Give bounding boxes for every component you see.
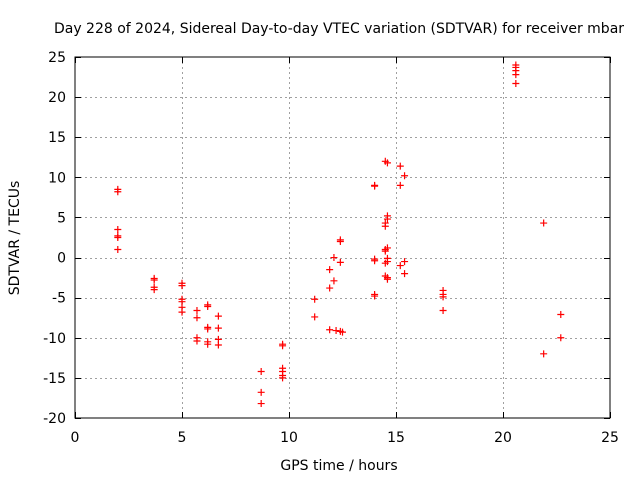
data-point — [193, 337, 201, 345]
data-point — [330, 254, 338, 262]
x-tick-label: 0 — [71, 430, 80, 446]
data-point — [330, 277, 338, 285]
y-tick-label: -5 — [52, 291, 66, 307]
y-tick-label: 5 — [57, 210, 66, 226]
data-point — [381, 247, 389, 255]
data-point — [371, 257, 379, 265]
data-point — [383, 159, 391, 167]
data-point — [557, 334, 565, 342]
data-point — [214, 312, 222, 320]
data-point — [383, 275, 391, 283]
x-tick-label: 25 — [601, 430, 619, 446]
data-point — [381, 259, 389, 267]
x-tick-label: 10 — [280, 430, 298, 446]
data-point — [279, 342, 287, 350]
y-tick-label: 10 — [48, 170, 66, 186]
data-point — [150, 286, 158, 294]
axis-ticks — [75, 57, 611, 419]
data-point — [279, 374, 287, 382]
data-point — [336, 236, 344, 244]
plot-area-frame — [74, 56, 611, 419]
data-point — [512, 79, 520, 87]
data-point — [540, 219, 548, 227]
grid — [75, 57, 610, 418]
x-tick-label: 5 — [178, 430, 187, 446]
data-point — [557, 311, 565, 319]
y-tick-label: 15 — [48, 130, 66, 146]
data-point — [178, 282, 186, 290]
data-point — [193, 314, 201, 322]
data-point — [114, 188, 122, 196]
data-point — [257, 400, 265, 408]
y-tick-label: 0 — [57, 251, 66, 267]
data-point — [114, 225, 122, 233]
y-tick-label: 20 — [48, 90, 66, 106]
data-point — [401, 258, 409, 266]
data-point — [311, 295, 319, 303]
data-point — [257, 388, 265, 396]
data-point — [326, 326, 334, 334]
data-points — [114, 61, 565, 408]
data-point — [439, 307, 447, 315]
data-point — [383, 215, 391, 223]
y-tick-label: -15 — [43, 371, 66, 387]
data-point — [396, 162, 404, 170]
data-point — [439, 293, 447, 301]
data-point — [540, 350, 548, 358]
data-point — [214, 324, 222, 332]
chart-title: Day 228 of 2024, Sidereal Day-to-day VTE… — [54, 21, 624, 37]
data-point — [193, 307, 201, 315]
data-point — [381, 222, 389, 230]
y-tick-label: 25 — [48, 50, 66, 66]
data-point — [339, 328, 346, 336]
y-tick-label: -20 — [43, 411, 66, 427]
data-point — [150, 276, 158, 284]
data-point — [311, 313, 319, 321]
data-point — [336, 258, 344, 266]
data-point — [332, 327, 340, 335]
data-point — [214, 341, 222, 349]
data-point — [204, 302, 212, 310]
y-axis-label: SDTVAR / TECUs — [7, 181, 23, 296]
data-point — [371, 292, 379, 300]
x-axis-label: GPS time / hours — [280, 458, 397, 474]
data-point — [512, 71, 520, 79]
y-tick-labels: -20 -15 -10 -5 0 5 10 15 20 25 — [43, 50, 66, 427]
data-point — [204, 325, 212, 333]
data-point — [204, 340, 212, 348]
x-tick-labels: 0 5 10 15 20 25 — [71, 430, 619, 446]
y-tick-label: -10 — [43, 331, 66, 347]
data-point — [257, 367, 265, 375]
data-point — [326, 284, 334, 292]
data-point — [371, 182, 379, 190]
data-point — [326, 266, 334, 274]
data-point — [114, 234, 122, 241]
x-tick-label: 15 — [387, 430, 405, 446]
x-tick-label: 20 — [494, 430, 512, 446]
data-point — [114, 246, 122, 254]
data-point — [396, 181, 404, 189]
data-point — [396, 262, 404, 270]
data-point — [178, 308, 186, 316]
data-point — [401, 172, 409, 180]
data-point — [401, 270, 409, 278]
